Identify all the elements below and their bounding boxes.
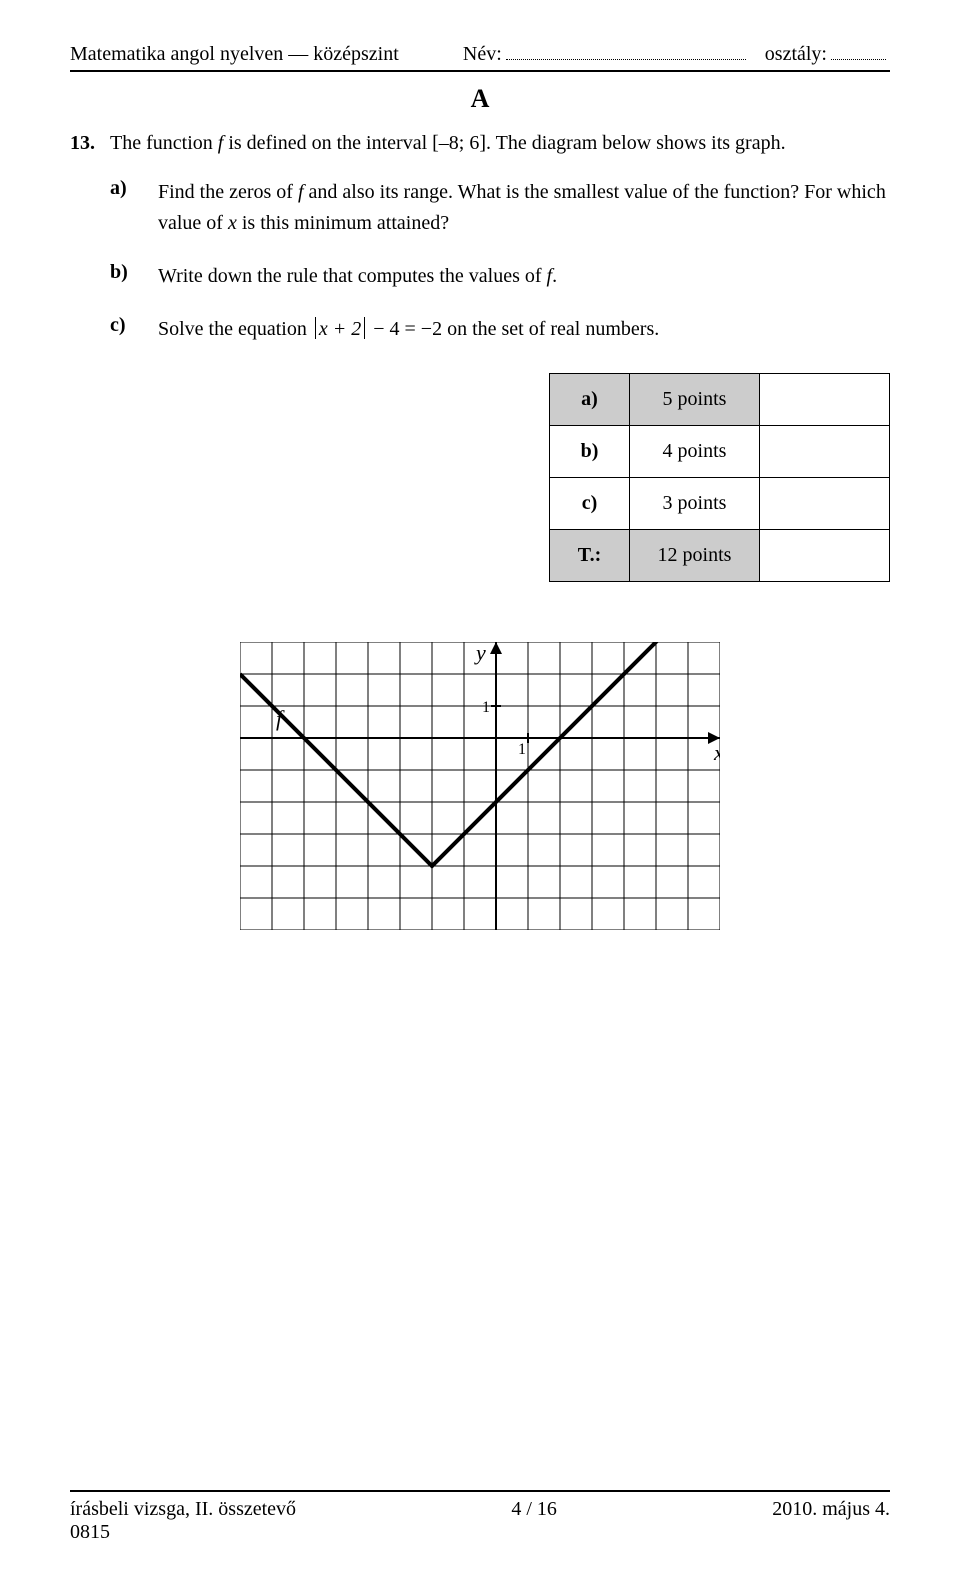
points-row-value: 4 points — [630, 426, 760, 478]
section-letter: A — [70, 84, 890, 114]
class-blank — [831, 40, 886, 60]
name-label: Név: — [463, 43, 502, 66]
points-row-label: b) — [550, 426, 630, 478]
points-row-blank — [760, 374, 890, 426]
name-class-fields: Név: osztály: — [463, 40, 890, 66]
part-c-text: Solve the equation x + 2 − 4 = −2 on the… — [158, 314, 890, 345]
points-table: a)5 pointsb)4 pointsc)3 pointsT.:12 poin… — [549, 373, 890, 582]
points-row-label: a) — [550, 374, 630, 426]
part-c-label: c) — [70, 314, 158, 345]
part-b-label: b) — [70, 261, 158, 292]
abs-bar-left — [315, 317, 316, 339]
svg-text:1: 1 — [482, 699, 490, 716]
points-row: b)4 points — [550, 426, 890, 478]
footer-right: 2010. május 4. — [772, 1498, 890, 1544]
svg-text:y: y — [474, 642, 486, 665]
points-row-label: c) — [550, 478, 630, 530]
points-row-blank — [760, 478, 890, 530]
points-row-value: 5 points — [630, 374, 760, 426]
points-row: a)5 points — [550, 374, 890, 426]
points-row-value: 12 points — [630, 530, 760, 582]
page-header: Matematika angol nyelven — középszint Né… — [70, 40, 890, 66]
svg-text:1: 1 — [518, 741, 526, 758]
points-row: T.:12 points — [550, 530, 890, 582]
page-footer: írásbeli vizsga, II. összetevő 0815 4 / … — [70, 1490, 890, 1544]
question-intro: The function f is defined on the interva… — [110, 132, 890, 155]
part-b-text: Write down the rule that computes the va… — [158, 261, 890, 292]
part-a-text: Find the zeros of f and also its range. … — [158, 177, 890, 239]
name-blank — [506, 40, 746, 60]
footer-left: írásbeli vizsga, II. összetevő 0815 — [70, 1498, 296, 1544]
points-row-blank — [760, 426, 890, 478]
points-row-blank — [760, 530, 890, 582]
svg-text:x: x — [713, 740, 720, 765]
class-label: osztály: — [765, 43, 827, 66]
points-row-value: 3 points — [630, 478, 760, 530]
subject-label: Matematika angol nyelven — középszint — [70, 43, 399, 66]
part-a-label: a) — [70, 177, 158, 239]
part-b: b) Write down the rule that computes the… — [70, 261, 890, 292]
question-13: 13. The function f is defined on the int… — [70, 132, 890, 345]
part-c: c) Solve the equation x + 2 − 4 = −2 on … — [70, 314, 890, 345]
function-graph: yxf11 — [240, 642, 720, 936]
footer-center: 4 / 16 — [511, 1498, 557, 1544]
header-rule — [70, 70, 890, 72]
abs-bar-right — [364, 317, 365, 339]
points-row-label: T.: — [550, 530, 630, 582]
question-number: 13. — [70, 132, 110, 155]
part-a: a) Find the zeros of f and also its rang… — [70, 177, 890, 239]
graph-svg: yxf11 — [240, 642, 720, 930]
footer-rule — [70, 1490, 890, 1492]
points-row: c)3 points — [550, 478, 890, 530]
